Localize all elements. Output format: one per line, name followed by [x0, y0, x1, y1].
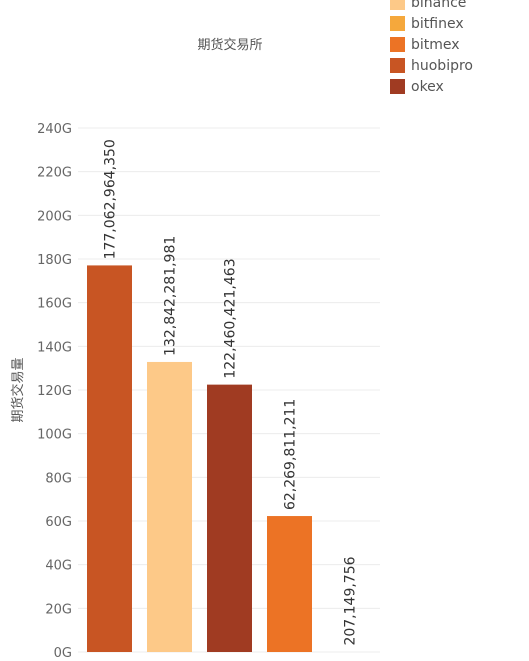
- y-tick-label: 80G: [45, 471, 72, 486]
- y-tick-label: 200G: [37, 209, 72, 224]
- legend-label: bitmex: [411, 36, 460, 53]
- legend-swatch: [390, 16, 405, 31]
- y-tick-label: 180G: [37, 253, 72, 268]
- legend-swatch: [390, 79, 405, 94]
- y-tick-label: 120G: [37, 384, 72, 399]
- bars: [87, 265, 312, 652]
- y-tick-label: 60G: [45, 515, 72, 530]
- y-tick-label: 100G: [37, 428, 72, 443]
- y-tick-label: 220G: [37, 166, 72, 181]
- legend-item-huobipro[interactable]: huobipro: [390, 55, 473, 76]
- legend-swatch: [390, 37, 405, 52]
- legend-label: huobipro: [411, 57, 473, 74]
- y-tick-label: 160G: [37, 297, 72, 312]
- y-tick-label: 140G: [37, 340, 72, 355]
- data-label-bitmex: 62,269,811,211: [283, 399, 299, 510]
- legend: binance bitfinex bitmex huobipro okex: [390, 0, 473, 97]
- bar-huobipro: [87, 265, 132, 652]
- y-axis-ticks: 0G 20G 40G 60G 80G 100G 120G 140G 160G 180G 200G 22…: [37, 122, 72, 661]
- data-label-okex: 122,460,421,463: [223, 258, 239, 378]
- y-tick-label: 0G: [54, 646, 72, 657]
- data-label-binance: 132,842,281,981: [163, 236, 179, 356]
- legend-label: bitfinex: [411, 15, 464, 32]
- legend-item-binance[interactable]: binance: [390, 0, 473, 13]
- data-label-huobipro: 177,062,964,350: [103, 139, 119, 259]
- legend-item-okex[interactable]: okex: [390, 76, 473, 97]
- bar-bitmex: [267, 516, 312, 652]
- chart-title: 期货交易所: [197, 37, 262, 53]
- legend-item-bitmex[interactable]: bitmex: [390, 34, 473, 55]
- data-label-bitfinex: 207,149,756: [343, 556, 359, 645]
- data-labels: 177,062,964,350 132,842,281,981 122,460,42…: [103, 139, 359, 645]
- y-axis-label: 期货交易量: [10, 357, 26, 422]
- y-tick-label: 240G: [37, 122, 72, 137]
- legend-label: okex: [411, 78, 444, 95]
- y-tick-label: 40G: [45, 559, 72, 574]
- legend-swatch: [390, 58, 405, 73]
- y-tick-label: 20G: [45, 602, 72, 617]
- bar-binance: [147, 361, 192, 652]
- legend-swatch: [390, 0, 405, 10]
- legend-item-bitfinex[interactable]: bitfinex: [390, 13, 473, 34]
- bar-okex: [207, 384, 252, 652]
- legend-label: binance: [411, 0, 467, 11]
